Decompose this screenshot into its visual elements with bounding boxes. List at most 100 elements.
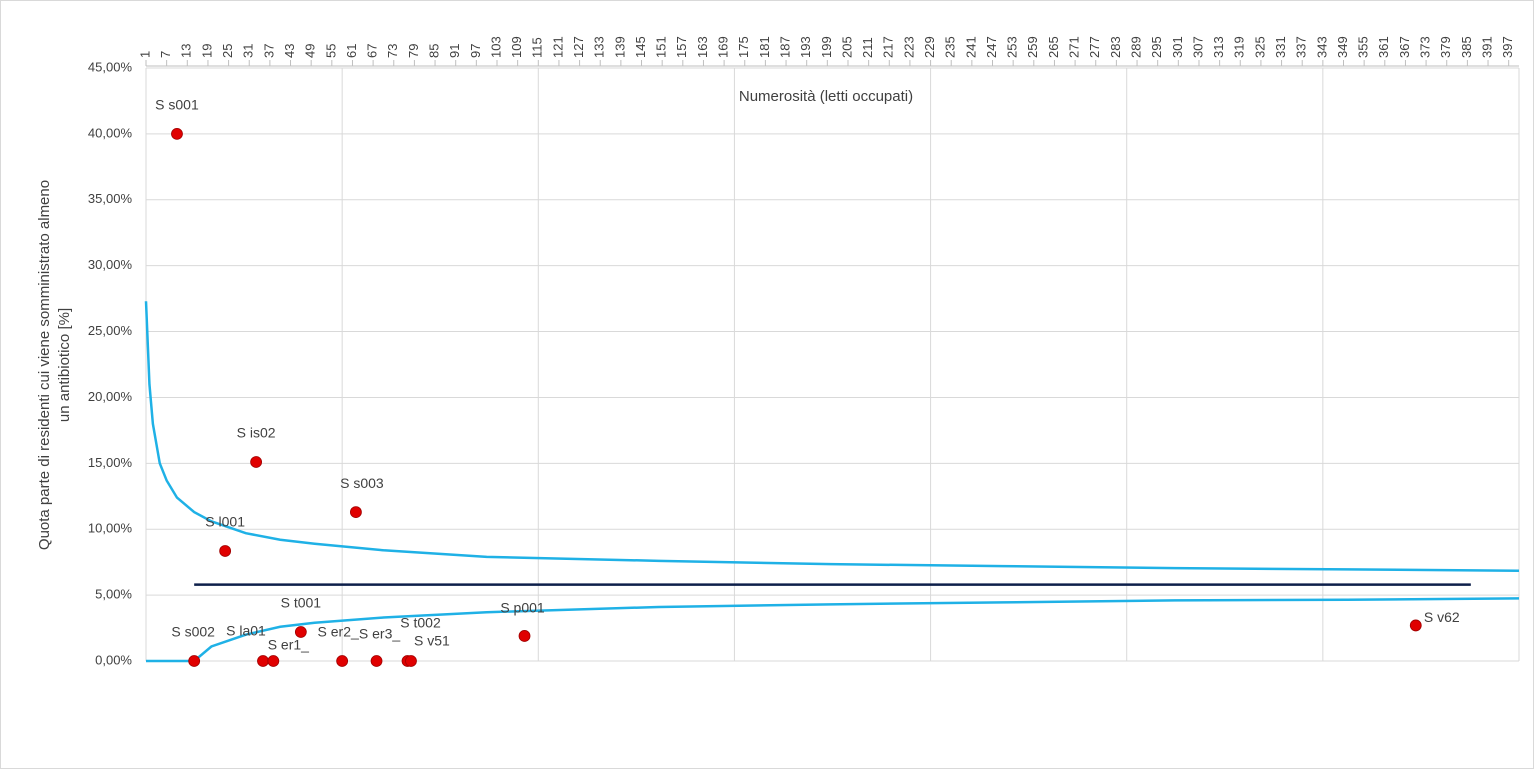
x-tick-label: 259 <box>1025 36 1040 58</box>
x-tick-label: 1 <box>137 51 152 58</box>
x-tick-label: 271 <box>1067 36 1082 58</box>
y-tick-label: 10,00% <box>88 521 133 536</box>
x-tick-label: 337 <box>1294 36 1309 58</box>
x-tick-label: 211 <box>860 37 875 58</box>
x-tick-label: 397 <box>1500 36 1515 58</box>
x-tick-label: 385 <box>1459 36 1474 58</box>
x-tick-label: 79 <box>406 44 421 58</box>
x-tick-label: 109 <box>509 36 524 58</box>
point-label: S is02 <box>237 425 276 441</box>
y-tick-label: 5,00% <box>95 587 132 602</box>
x-tick-label: 181 <box>757 36 772 58</box>
point-label: S s003 <box>340 475 384 491</box>
y-tick-label: 20,00% <box>88 389 133 404</box>
x-tick-label: 253 <box>1005 36 1020 58</box>
y-tick-label: 0,00% <box>95 652 132 667</box>
data-point <box>171 127 183 140</box>
x-tick-label: 121 <box>550 36 565 58</box>
x-tick-label: 313 <box>1211 36 1226 58</box>
x-tick-label: 139 <box>612 36 627 58</box>
x-tick-label: 301 <box>1170 36 1185 58</box>
limit-line <box>146 597 1520 663</box>
point-label: S t002 <box>400 615 441 631</box>
x-tick-label: 193 <box>798 36 813 58</box>
x-tick-label: 97 <box>468 44 483 58</box>
point-label: S la01 <box>226 623 266 639</box>
x-tick-label: 127 <box>571 36 586 58</box>
x-tick-label: 277 <box>1087 36 1102 58</box>
x-tick-label: 235 <box>943 36 958 58</box>
x-tick-label: 91 <box>447 44 462 58</box>
data-point <box>350 506 362 518</box>
x-tick-label: 355 <box>1356 36 1371 58</box>
data-point <box>257 655 269 667</box>
x-tick-label: 163 <box>695 36 710 58</box>
x-tick-label: 115 <box>530 37 545 58</box>
x-tick-label: 241 <box>963 36 978 58</box>
data-point <box>1409 619 1422 632</box>
x-tick-label: 373 <box>1418 36 1433 58</box>
point-label: S v62 <box>1424 609 1460 625</box>
x-tick-label: 217 <box>881 36 896 58</box>
x-tick-label: 343 <box>1314 36 1329 58</box>
x-tick-label: 379 <box>1438 36 1453 58</box>
x-tick-label: 7 <box>158 51 173 58</box>
x-tick-label: 331 <box>1273 36 1288 58</box>
x-tick-label: 37 <box>261 44 276 58</box>
x-tick-label: 319 <box>1232 36 1247 58</box>
x-tick-label: 325 <box>1252 36 1267 58</box>
x-tick-label: 61 <box>344 44 359 58</box>
x-tick-label: 31 <box>241 44 256 58</box>
x-axis-title: Numerosità (letti occupati) <box>739 88 913 105</box>
y-tick-label: 45,00% <box>88 59 133 74</box>
point-label: S t001 <box>281 595 322 611</box>
x-tick-label: 349 <box>1335 36 1350 58</box>
x-tick-label: 367 <box>1397 36 1412 58</box>
x-tick-label: 391 <box>1479 36 1494 58</box>
x-tick-label: 43 <box>282 44 297 58</box>
point-label: S p001 <box>500 600 545 616</box>
data-point <box>188 655 201 667</box>
x-tick-label: 289 <box>1128 36 1143 58</box>
y-tick-label: 40,00% <box>88 125 133 140</box>
data-point <box>250 456 263 468</box>
y-tick-label: 15,00% <box>88 455 133 470</box>
point-label: S v51 <box>414 633 450 649</box>
point-label: S l001 <box>205 514 245 530</box>
x-tick-label: 265 <box>1046 36 1061 58</box>
data-point <box>370 655 383 667</box>
y-axis-title: un antibiotico [%] <box>56 308 73 422</box>
x-tick-label: 187 <box>777 36 792 58</box>
x-tick-label: 175 <box>736 36 751 58</box>
data-point <box>294 626 307 638</box>
point-label: S er3_ <box>359 626 400 642</box>
x-tick-label: 157 <box>674 36 689 58</box>
x-tick-label: 73 <box>385 44 400 58</box>
x-tick-label: 247 <box>984 36 999 58</box>
y-tick-label: 30,00% <box>88 257 133 272</box>
limit-line <box>144 301 1520 572</box>
x-tick-label: 199 <box>819 36 834 58</box>
data-point <box>518 630 531 642</box>
x-tick-label: 55 <box>323 44 338 58</box>
x-tick-label: 229 <box>922 36 937 58</box>
point-label: S er2_ <box>318 624 359 640</box>
y-axis-title: Quota parte di residenti cui viene sommi… <box>36 180 53 550</box>
x-tick-label: 361 <box>1376 36 1391 58</box>
x-tick-label: 67 <box>365 44 380 58</box>
x-tick-label: 85 <box>426 44 441 58</box>
y-tick-label: 25,00% <box>88 323 133 338</box>
x-tick-label: 13 <box>179 44 194 58</box>
x-tick-label: 283 <box>1108 36 1123 58</box>
data-point <box>405 655 417 667</box>
x-tick-label: 205 <box>839 36 854 58</box>
point-label: S s001 <box>155 97 199 113</box>
x-tick-label: 151 <box>654 36 669 58</box>
x-tick-label: 295 <box>1149 36 1164 58</box>
x-tick-label: 25 <box>220 44 235 58</box>
x-tick-label: 19 <box>199 44 214 58</box>
x-tick-label: 169 <box>716 36 731 58</box>
data-point <box>336 655 349 667</box>
